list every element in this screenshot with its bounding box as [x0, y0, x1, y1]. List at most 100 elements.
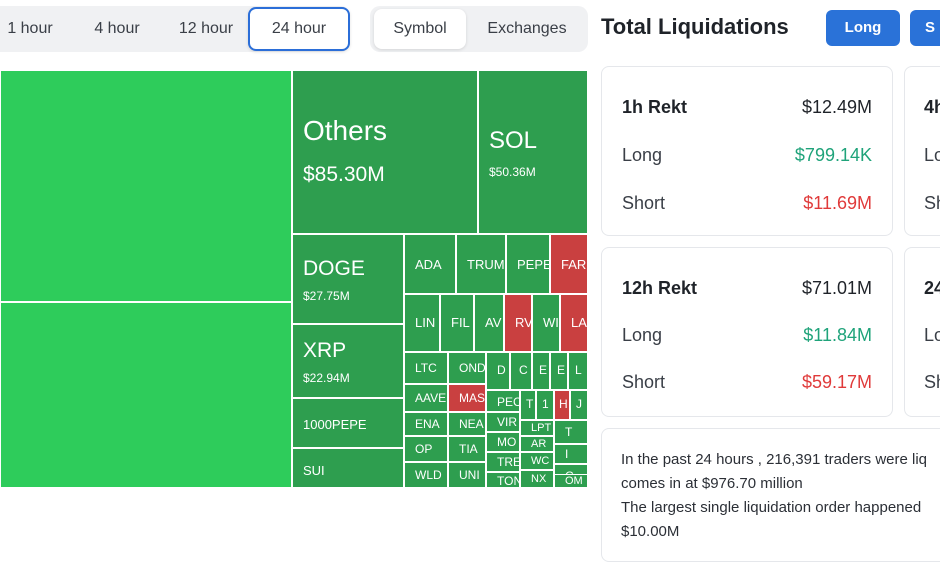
treemap-cell-doge[interactable]: DOGE $27.75M [292, 234, 404, 324]
card-4h-rekt: 4h Lo Sh [904, 66, 940, 236]
treemap-cell[interactable]: OND [448, 352, 486, 384]
card-24h-rekt: 24 Lo Sh [904, 247, 940, 417]
treemap-cell[interactable]: OM [554, 474, 588, 488]
treemap-cell[interactable]: WLD [404, 462, 448, 488]
treemap-symbol: FIL [451, 315, 470, 330]
treemap-cell[interactable]: FIL [440, 294, 474, 352]
short-label: Short [622, 372, 666, 392]
treemap-symbol: UNI [459, 468, 480, 482]
treemap-symbol: MO [497, 435, 517, 449]
treemap-symbol: FAR [561, 257, 587, 272]
treemap-symbol: E [539, 363, 548, 377]
tab-exchanges[interactable]: Exchanges [487, 20, 567, 37]
treemap-symbol: TRE [497, 455, 520, 469]
treemap-cell[interactable]: AAVE [404, 384, 448, 412]
treemap-cell[interactable]: LPT [520, 420, 554, 436]
treemap-symbol: ENA [415, 417, 440, 431]
treemap-cell[interactable]: TIA [448, 436, 486, 462]
treemap-value: $22.94M [303, 371, 350, 385]
treemap-cell[interactable]: L [568, 352, 588, 390]
card-title: 1h Rekt [622, 97, 688, 117]
treemap-symbol: TRUM [467, 257, 505, 272]
treemap-cell-btc[interactable] [0, 70, 292, 302]
treemap-value: $27.75M [303, 289, 350, 303]
treemap-cell[interactable]: FAR [550, 234, 588, 294]
treemap-cell[interactable]: ADA [404, 234, 456, 294]
treemap-cell[interactable]: OP [404, 436, 448, 462]
treemap-symbol: OND [459, 361, 486, 375]
treemap-cell[interactable]: NX [520, 470, 554, 488]
treemap-cell[interactable]: TRUM [456, 234, 506, 294]
treemap-symbol: L [575, 363, 582, 377]
treemap-symbol: MAS [459, 391, 486, 405]
short-label: Sh [924, 193, 940, 213]
treemap-cell[interactable]: C [510, 352, 532, 390]
treemap-cell[interactable]: E [550, 352, 568, 390]
treemap-cell[interactable]: AR [520, 436, 554, 452]
treemap-symbol: DOGE [303, 257, 365, 280]
treemap-symbol: PEC [497, 395, 520, 409]
tab-12-hour[interactable]: 12 hour [178, 20, 234, 37]
treemap-cell[interactable]: ENA [404, 412, 448, 436]
liquidation-summary: In the past 24 hours , 216,391 traders w… [601, 428, 940, 562]
tab-24-hour[interactable]: 24 hour [248, 7, 350, 51]
treemap-cell[interactable]: MAS [448, 384, 486, 412]
treemap-symbol: TIA [459, 442, 478, 456]
short-button[interactable]: S [910, 10, 940, 46]
treemap-cell[interactable]: J [570, 390, 588, 420]
treemap-cell[interactable]: T [554, 420, 588, 444]
treemap-symbol: AV [485, 315, 502, 330]
treemap-symbol: AR [531, 438, 547, 450]
treemap-cell-eth[interactable] [0, 302, 292, 488]
treemap-cell[interactable]: AV [474, 294, 504, 352]
treemap-cell[interactable]: D [486, 352, 510, 390]
treemap-cell[interactable]: UNI [448, 462, 486, 488]
short-label: Short [622, 193, 666, 213]
treemap-cell[interactable]: TON [486, 472, 520, 488]
treemap-cell[interactable]: LA [560, 294, 588, 352]
treemap-cell[interactable]: NEA [448, 412, 486, 436]
long-label: Long [622, 145, 663, 165]
treemap-cell-sol[interactable]: SOL $50.36M [478, 70, 588, 234]
treemap-cell[interactable]: LIN [404, 294, 440, 352]
treemap-cell[interactable]: TRE [486, 452, 520, 472]
tab-1-hour[interactable]: 1 hour [7, 20, 53, 37]
treemap-symbol: OP [415, 442, 433, 456]
treemap-cell[interactable]: WC [520, 452, 554, 470]
treemap-cell[interactable]: PEC [486, 390, 520, 412]
long-button[interactable]: Long [826, 10, 900, 46]
treemap-cell[interactable]: LTC [404, 352, 448, 384]
treemap-cell-1000pepe[interactable]: 1000PEPE [292, 398, 404, 448]
treemap-symbol: 1000PEPE [303, 417, 367, 432]
card-1h-rekt: 1h Rekt $12.49M Long $799.14K Short $11.… [601, 66, 893, 236]
treemap-symbol: ADA [415, 257, 442, 272]
tab-symbol[interactable]: Symbol [374, 9, 466, 49]
card-header: 12h Rekt $71.01M [622, 278, 872, 302]
treemap-symbol: 1 [542, 397, 549, 411]
treemap-cell-xrp[interactable]: XRP $22.94M [292, 324, 404, 398]
treemap-cell[interactable]: MO [486, 432, 520, 452]
treemap-cell[interactable]: E [532, 352, 550, 390]
treemap-cell[interactable]: WI [532, 294, 560, 352]
treemap-cell-sui[interactable]: SUI [292, 448, 404, 488]
card-short-row: Sh [924, 193, 940, 217]
view-tabs: Symbol Exchanges [370, 6, 588, 52]
card-header: 24 [924, 278, 940, 302]
card-long-row: Long $11.84M [622, 325, 872, 349]
treemap-cell[interactable]: VIR [486, 412, 520, 432]
treemap-cell[interactable]: I [554, 444, 588, 464]
treemap-cell[interactable]: T [520, 390, 536, 420]
treemap-symbol: WI [543, 315, 559, 330]
short-label: Sh [924, 372, 940, 392]
long-label: Lo [924, 325, 940, 345]
treemap-cell[interactable]: RV [504, 294, 532, 352]
long-label: Lo [924, 145, 940, 165]
tab-4-hour[interactable]: 4 hour [94, 20, 140, 37]
long-value: $799.14K [794, 145, 872, 165]
treemap-cell[interactable]: H [554, 390, 570, 420]
liquidation-treemap: Others $85.30M SOL $50.36M DOGE $27.75M … [0, 70, 588, 488]
page-title: Total Liquidations [601, 14, 789, 39]
treemap-cell[interactable]: PEPE [506, 234, 550, 294]
treemap-cell[interactable]: 1 [536, 390, 554, 420]
treemap-cell-others[interactable]: Others $85.30M [292, 70, 478, 234]
